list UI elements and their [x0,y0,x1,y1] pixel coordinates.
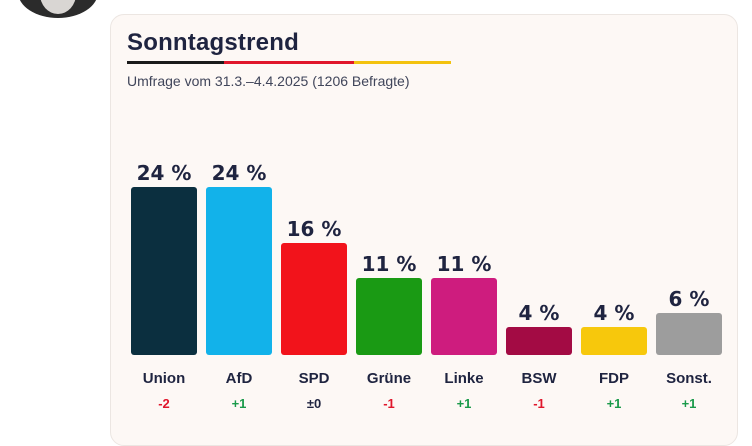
change-label: ±0 [307,396,321,411]
category-label: AfD [226,370,253,387]
category-label: BSW [522,370,558,387]
chart-title: Sonntagstrend [127,29,299,56]
value-label: 4 % [594,301,635,325]
change-label: +1 [232,396,247,411]
value-label: 6 % [669,287,710,311]
chart-subtitle: Umfrage vom 31.3.–4.4.2025 (1206 Befragt… [127,73,410,89]
poll-card[interactable]: Sonntagstrend Umfrage vom 31.3.–4.4.2025… [110,14,738,446]
change-label: -2 [158,396,170,411]
category-label: Sonst. [666,370,712,387]
value-label: 16 % [287,217,342,241]
change-label: +1 [682,396,697,411]
bar-chart: 24 % Union -2 24 % AfD +1 16 % SPD ±0 11 % Grüne -1… [131,161,722,411]
bar-fdp [581,327,647,355]
title-underline [127,61,451,64]
value-label: 24 % [137,161,192,185]
change-label: +1 [457,396,472,411]
category-label: Linke [444,370,483,387]
value-label: 11 % [437,252,492,276]
value-label: 4 % [519,301,560,325]
value-label: 11 % [362,252,417,276]
bar-sonst- [656,313,722,355]
bar-bsw [506,327,572,355]
category-label: SPD [299,370,330,387]
change-label: -1 [533,396,545,411]
bar-union [131,187,197,355]
bar-gr-ne [356,278,422,355]
category-label: FDP [599,370,629,387]
bar-afd [206,187,272,355]
category-label: Grüne [367,370,411,387]
change-label: -1 [383,396,395,411]
bar-linke [431,278,497,355]
change-label: +1 [607,396,622,411]
category-label: Union [143,370,186,387]
value-label: 24 % [212,161,267,185]
avatar-face [40,0,76,14]
bar-spd [281,243,347,355]
user-avatar-icon[interactable] [18,0,98,18]
